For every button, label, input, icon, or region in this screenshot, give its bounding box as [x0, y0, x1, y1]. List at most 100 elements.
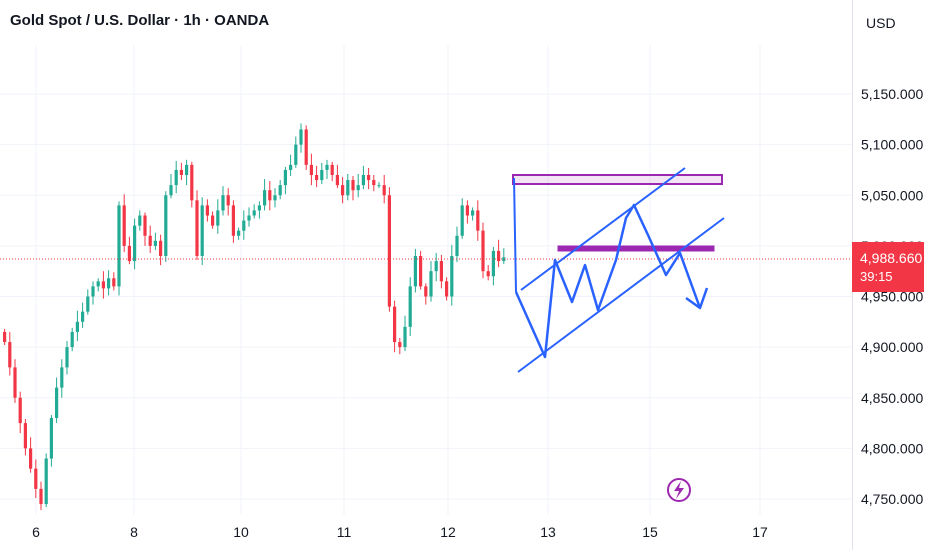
candle-body [408, 286, 412, 327]
candle-body [455, 235, 459, 256]
candle-body [419, 256, 423, 287]
candle-body [434, 261, 438, 272]
candle-body [346, 180, 350, 196]
candle-body [107, 278, 111, 289]
candle-body [278, 185, 282, 196]
candle-body [304, 129, 308, 165]
y-tick-label: 5,150.000 [861, 86, 923, 102]
candle-body [55, 387, 59, 418]
candle-body [372, 180, 376, 186]
x-tick-label: 15 [642, 524, 658, 540]
candle-body [205, 205, 209, 216]
candle-body [231, 205, 235, 236]
candle-body [122, 205, 126, 246]
drawings[interactable] [512, 167, 725, 373]
candle-body [309, 164, 313, 175]
candle-body [153, 240, 157, 246]
channel-upper-line[interactable] [520, 167, 686, 291]
candle-body [70, 331, 74, 348]
candle-body [13, 367, 17, 398]
candle-body [424, 286, 428, 297]
candle-body [497, 250, 501, 262]
candle-body [190, 164, 194, 201]
candle-body [294, 144, 298, 165]
candle-body [211, 215, 215, 226]
candle-body [81, 311, 85, 322]
candle-body [164, 195, 168, 256]
upper-resistance-zone[interactable] [512, 174, 723, 185]
candle-body [491, 250, 495, 277]
candle-body [101, 281, 105, 289]
last-price-tag: 4,988.660 39:15 [852, 242, 924, 292]
candle-body [367, 175, 371, 181]
x-tick-label: 6 [32, 524, 40, 540]
candle-body [252, 210, 256, 216]
candle-body [112, 278, 116, 287]
candle-body [315, 175, 319, 181]
time-axis[interactable]: 6 8 10 11 12 13 15 17 [32, 524, 768, 540]
candle-body [226, 195, 230, 206]
projection-arrow-head [685, 287, 709, 310]
chart-title: Gold Spot / U.S. Dollar · 1h · OANDA [10, 12, 270, 29]
mid-resistance-zone[interactable] [557, 245, 715, 252]
x-tick-label: 17 [752, 524, 768, 540]
candle-body [86, 296, 90, 312]
candle-body [351, 180, 355, 191]
zigzag-path[interactable] [514, 203, 702, 359]
candle-body [185, 164, 189, 175]
candle-body [403, 326, 407, 348]
price-axis[interactable]: 5,150.0005,100.0005,050.0005,000.0004,95… [861, 86, 923, 507]
candles [3, 123, 506, 511]
x-tick-label: 13 [540, 524, 556, 540]
currency-label[interactable]: USD [866, 15, 896, 31]
candle-body [377, 185, 381, 187]
candle-body [439, 261, 443, 282]
candle-body [268, 190, 272, 201]
x-tick-label: 8 [130, 524, 138, 540]
y-tick-label: 4,750.000 [861, 491, 923, 507]
candle-body [174, 169, 178, 186]
candle-body [39, 488, 43, 505]
y-tick-label: 5,100.000 [861, 137, 923, 153]
candle-body [445, 281, 449, 297]
candle-body [242, 220, 246, 231]
x-tick-label: 11 [337, 524, 352, 540]
y-tick-label: 5,050.000 [861, 187, 923, 203]
candle-body [471, 210, 475, 216]
candle-body [75, 321, 79, 332]
candle-body [237, 230, 241, 236]
y-tick-label: 4,850.000 [861, 390, 923, 406]
candle-body [299, 129, 303, 145]
y-tick-label: 4,950.000 [861, 289, 923, 305]
candle-body [138, 215, 142, 226]
candle-body [257, 205, 261, 211]
candle-body [502, 257, 506, 262]
candle-body [330, 164, 334, 175]
candle-body [34, 468, 38, 489]
candle-body [263, 190, 267, 206]
lightning-icon[interactable] [667, 478, 691, 502]
drop-line[interactable] [513, 177, 517, 293]
candle-body [195, 200, 199, 256]
candle-body [393, 306, 397, 343]
candle-body [382, 185, 386, 196]
last-price-value: 4,988.660 [860, 250, 923, 266]
candle-body [335, 175, 339, 186]
candle-body [429, 271, 433, 297]
candle-body [29, 448, 33, 469]
candle-body [91, 286, 95, 297]
candle-body [387, 195, 391, 307]
candle-body [49, 418, 53, 459]
candle-body [325, 164, 329, 170]
candle-body [320, 169, 324, 181]
candle-body [465, 205, 469, 216]
channel-lower-line[interactable] [517, 217, 725, 373]
candle-body [460, 205, 464, 236]
candle-body [283, 169, 287, 186]
y-tick-label: 4,900.000 [861, 339, 923, 355]
candle-body [44, 458, 48, 505]
x-tick-label: 10 [233, 524, 249, 540]
candle-body [273, 195, 277, 201]
